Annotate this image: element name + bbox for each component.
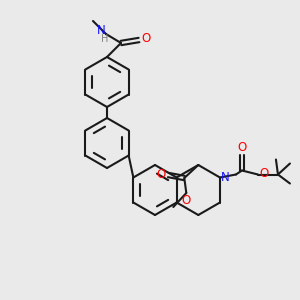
Text: O: O [157,167,166,181]
Text: O: O [182,194,191,206]
Text: N: N [97,25,105,38]
Text: O: O [259,167,268,180]
Text: O: O [237,141,247,154]
Text: O: O [141,32,151,46]
Text: H: H [101,34,109,44]
Text: N: N [220,171,229,184]
